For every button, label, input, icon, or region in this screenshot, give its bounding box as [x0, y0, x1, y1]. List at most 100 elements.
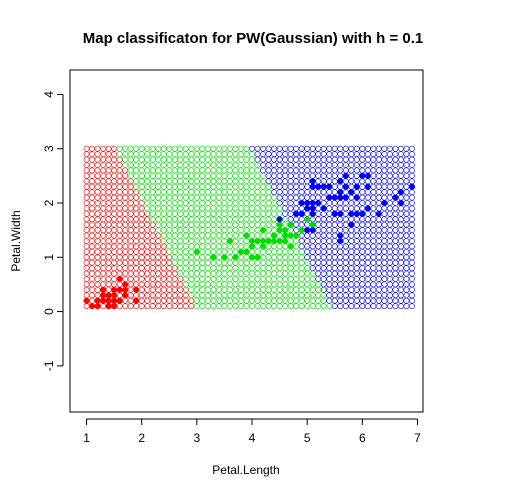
map-cell-virginica: [364, 281, 371, 288]
data-point-setosa: [111, 297, 118, 304]
map-cell-versicolor: [133, 172, 140, 179]
map-cell-virginica: [271, 156, 277, 163]
map-cell-virginica: [403, 243, 410, 250]
map-cell-versicolor: [265, 297, 272, 304]
map-cell-versicolor: [216, 189, 222, 196]
map-cell-versicolor: [249, 286, 255, 293]
map-cell-virginica: [320, 276, 327, 282]
map-cell-virginica: [409, 227, 415, 234]
map-cell-virginica: [265, 167, 272, 174]
map-cell-versicolor: [227, 189, 233, 196]
data-point-virginica: [342, 183, 349, 190]
map-cell-virginica: [364, 227, 371, 234]
map-cell-virginica: [409, 216, 415, 223]
map-cell-virginica: [276, 189, 283, 196]
map-cell-virginica: [271, 151, 277, 158]
map-cell-versicolor: [221, 259, 228, 266]
map-cell-versicolor: [193, 292, 200, 299]
map-cell-versicolor: [249, 248, 255, 255]
map-cell-virginica: [293, 221, 300, 228]
map-cell-versicolor: [271, 194, 277, 201]
map-cell-versicolor: [298, 303, 305, 310]
map-cell-versicolor: [188, 200, 195, 206]
map-cell-versicolor: [265, 183, 272, 190]
map-cell-versicolor: [122, 145, 129, 152]
map-cell-versicolor: [138, 183, 145, 190]
map-cell-virginica: [348, 238, 355, 244]
map-cell-versicolor: [282, 254, 289, 261]
map-cell-setosa: [89, 265, 95, 272]
map-cell-virginica: [387, 189, 393, 196]
map-cell-versicolor: [188, 205, 195, 212]
map-cell-setosa: [166, 270, 173, 277]
map-cell-virginica: [342, 259, 349, 266]
map-cell-setosa: [89, 292, 95, 299]
map-cell-virginica: [375, 303, 382, 310]
map-cell-virginica: [403, 232, 410, 239]
map-cell-virginica: [320, 167, 327, 174]
map-cell-setosa: [89, 178, 95, 185]
map-cell-virginica: [353, 189, 360, 196]
map-cell-versicolor: [210, 232, 217, 239]
map-cell-versicolor: [293, 265, 300, 272]
map-cell-virginica: [304, 221, 311, 228]
map-cell-setosa: [89, 227, 95, 234]
map-cell-versicolor: [210, 183, 217, 190]
map-cell-versicolor: [166, 162, 173, 168]
map-cell-virginica: [353, 151, 360, 158]
map-cell-virginica: [315, 167, 322, 174]
map-cell-setosa: [105, 259, 112, 266]
map-cell-versicolor: [155, 178, 162, 185]
map-cell-virginica: [370, 292, 377, 299]
map-cell-setosa: [149, 281, 156, 288]
map-cell-versicolor: [138, 194, 145, 201]
map-cell-versicolor: [265, 227, 272, 234]
map-cell-virginica: [276, 162, 283, 168]
map-cell-virginica: [315, 210, 322, 217]
map-cell-versicolor: [227, 243, 233, 250]
map-cell-versicolor: [287, 303, 294, 310]
map-cell-setosa: [116, 281, 123, 288]
map-cell-versicolor: [160, 238, 167, 244]
map-cell-setosa: [177, 281, 184, 288]
map-cell-versicolor: [216, 221, 222, 228]
map-cell-setosa: [133, 232, 140, 239]
map-cell-virginica: [403, 265, 410, 272]
map-cell-virginica: [320, 145, 327, 152]
map-cell-virginica: [398, 259, 404, 266]
map-cell-versicolor: [276, 205, 283, 212]
map-cell-versicolor: [232, 265, 239, 272]
map-cell-versicolor: [293, 238, 300, 244]
map-cell-virginica: [348, 259, 355, 266]
map-cell-versicolor: [238, 254, 244, 261]
data-point-versicolor: [260, 243, 267, 250]
data-point-versicolor: [210, 254, 217, 261]
map-cell-setosa: [127, 183, 134, 190]
map-cell-setosa: [94, 162, 101, 168]
y-tick-label: 4: [42, 91, 56, 98]
map-cell-virginica: [381, 178, 388, 185]
map-cell-virginica: [375, 156, 382, 163]
map-cell-virginica: [392, 281, 399, 288]
map-cell-setosa: [83, 281, 90, 288]
map-cell-virginica: [337, 200, 344, 206]
map-cell-versicolor: [271, 292, 277, 299]
map-cell-virginica: [271, 178, 277, 185]
map-cell-setosa: [144, 254, 151, 261]
map-cell-virginica: [353, 205, 360, 212]
map-cell-virginica: [342, 265, 349, 272]
map-cell-setosa: [160, 303, 167, 310]
map-cell-versicolor: [243, 156, 250, 163]
map-cell-versicolor: [144, 145, 151, 152]
map-cell-versicolor: [199, 259, 206, 266]
map-cell-virginica: [403, 145, 410, 152]
map-cell-setosa: [166, 286, 173, 293]
map-cell-versicolor: [243, 151, 250, 158]
map-cell-versicolor: [232, 297, 239, 304]
data-point-versicolor: [298, 227, 305, 234]
map-cell-virginica: [403, 167, 410, 174]
map-cell-setosa: [89, 189, 95, 196]
map-cell-virginica: [387, 254, 393, 261]
map-cell-versicolor: [210, 221, 217, 228]
map-cell-versicolor: [182, 232, 189, 239]
